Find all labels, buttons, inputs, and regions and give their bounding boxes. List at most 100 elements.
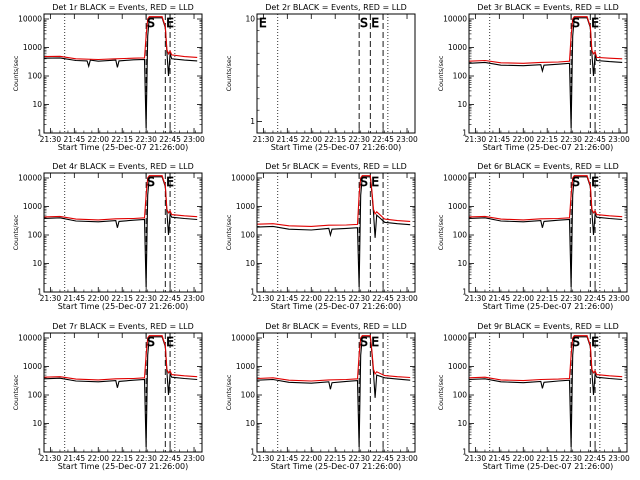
- y-tick-label: 100: [453, 72, 468, 81]
- panel-det-9: Det 9r BLACK = Events, RED = LLD 1 10 100 10…: [437, 322, 630, 471]
- x-tick-label: 21:30: [253, 294, 275, 303]
- x-tick-label: 22:15: [324, 294, 346, 303]
- y-tick-label: 100: [28, 72, 43, 81]
- x-tick-label: 22:00: [512, 294, 534, 303]
- panel-det-5: Det 5r BLACK = Events, RED = LLD 1 10 100 10…: [225, 162, 418, 311]
- y-tick-label: 1000: [448, 43, 467, 52]
- marker-label: S: [147, 175, 155, 189]
- panel-det-6: Det 6r BLACK = Events, RED = LLD 1 10 100 10…: [437, 162, 630, 311]
- x-tick-label: 21:30: [465, 454, 487, 463]
- x-tick-label: 21:45: [489, 454, 511, 463]
- series-layer: [257, 335, 411, 448]
- marker-label: E: [371, 16, 379, 30]
- panel-det-2: Det 2r BLACK = Events, RED = LLD 1 10 21:30…: [225, 3, 418, 152]
- events-series-line: [469, 336, 623, 448]
- panel-title: Det 8r BLACK = Events, RED = LLD: [265, 322, 407, 331]
- x-tick-label: 22:30: [560, 294, 582, 303]
- series-layer: [469, 335, 623, 448]
- x-axis-label: Start Time (25-Dec-07 21:26:00): [271, 302, 402, 311]
- x-tick-label: 22:15: [111, 135, 133, 144]
- y-tick-label: 10: [245, 419, 255, 428]
- panel-det-1: Det 1r BLACK = Events, RED = LLD 1 10 100 10…: [12, 3, 205, 152]
- y-tick-label: 10: [32, 100, 42, 109]
- marker-label: E: [166, 175, 174, 189]
- y-tick-label: 100: [241, 231, 256, 240]
- x-tick-label: 22:15: [536, 454, 558, 463]
- x-tick-label: 22:15: [324, 135, 346, 144]
- y-axis-label: Counts/sec: [437, 214, 445, 250]
- x-tick-label: 23:00: [608, 294, 630, 303]
- x-tick-label: 23:00: [183, 454, 205, 463]
- plot-frame: [43, 332, 203, 453]
- x-tick-label: 22:45: [159, 454, 181, 463]
- y-axis-label: Counts/sec: [437, 55, 445, 91]
- marker-label: E: [371, 335, 379, 349]
- y-tick-label: 10000: [443, 334, 467, 343]
- x-tick-label: 22:30: [135, 294, 157, 303]
- y-tick-label: 1: [37, 288, 42, 297]
- x-tick-label: 22:00: [87, 294, 109, 303]
- y-tick-label: 1000: [448, 362, 467, 371]
- panel-title: Det 3r BLACK = Events, RED = LLD: [477, 3, 619, 12]
- marker-label: S: [572, 175, 580, 189]
- events-series-line: [469, 176, 623, 288]
- x-tick-label: 22:30: [135, 135, 157, 144]
- y-tick-label: 100: [453, 231, 468, 240]
- y-tick-label: 100: [241, 391, 256, 400]
- plot-frame: [468, 13, 628, 134]
- x-tick-label: 23:00: [396, 294, 418, 303]
- events-series-line: [44, 17, 198, 129]
- x-axis-label: Start Time (25-Dec-07 21:26:00): [58, 143, 189, 152]
- plot-frame: [256, 13, 416, 134]
- panel-det-3: Det 3r BLACK = Events, RED = LLD 1 10 100 10…: [437, 3, 630, 152]
- y-axis-label: Counts/sec: [12, 55, 20, 91]
- x-tick-label: 21:45: [64, 294, 86, 303]
- x-tick-label: 21:45: [489, 135, 511, 144]
- x-tick-label: 22:45: [372, 135, 394, 144]
- marker-label: E: [166, 335, 174, 349]
- x-axis-label: Start Time (25-Dec-07 21:26:00): [58, 462, 189, 471]
- x-axis-label: Start Time (25-Dec-07 21:26:00): [58, 302, 189, 311]
- marker-label: S: [572, 16, 580, 30]
- x-tick-label: 22:45: [584, 454, 606, 463]
- series-layer: [257, 175, 411, 288]
- y-tick-label: 1000: [236, 202, 255, 211]
- lld-series-line: [257, 335, 411, 382]
- x-tick-label: 22:45: [372, 454, 394, 463]
- lld-series-line: [44, 16, 198, 61]
- y-tick-label: 100: [453, 391, 468, 400]
- marker-label: E: [259, 16, 267, 30]
- y-axis-label: Counts/sec: [437, 374, 445, 410]
- x-axis-label: Start Time (25-Dec-07 21:26:00): [483, 302, 614, 311]
- y-tick-label: 1: [462, 448, 467, 457]
- y-tick-label: 1000: [23, 362, 42, 371]
- x-tick-label: 22:00: [300, 135, 322, 144]
- y-tick-label: 10: [32, 259, 42, 268]
- y-axis-label: Counts/sec: [12, 214, 20, 250]
- y-tick-label: 1: [37, 448, 42, 457]
- x-tick-label: 21:30: [40, 454, 62, 463]
- panel-title: Det 4r BLACK = Events, RED = LLD: [52, 162, 194, 171]
- events-series-line: [257, 176, 411, 288]
- panel-title: Det 5r BLACK = Events, RED = LLD: [265, 162, 407, 171]
- marker-label: S: [572, 335, 580, 349]
- lld-series-line: [469, 16, 623, 64]
- lld-series-line: [469, 175, 623, 221]
- panel-title: Det 1r BLACK = Events, RED = LLD: [52, 3, 194, 12]
- x-axis-label: Start Time (25-Dec-07 21:26:00): [483, 143, 614, 152]
- x-tick-label: 22:00: [87, 454, 109, 463]
- y-tick-label: 1: [250, 448, 255, 457]
- x-tick-label: 21:45: [277, 135, 299, 144]
- y-tick-label: 1: [37, 129, 42, 138]
- x-tick-label: 22:45: [372, 294, 394, 303]
- series-layer: [44, 175, 198, 288]
- x-tick-label: 21:30: [465, 294, 487, 303]
- y-axis-label: Counts/sec: [225, 214, 233, 250]
- marker-label: E: [371, 175, 379, 189]
- x-tick-label: 21:45: [64, 135, 86, 144]
- marker-label: S: [360, 335, 368, 349]
- y-tick-label: 100: [28, 391, 43, 400]
- panel-title: Det 6r BLACK = Events, RED = LLD: [477, 162, 619, 171]
- y-tick-label: 10: [457, 259, 467, 268]
